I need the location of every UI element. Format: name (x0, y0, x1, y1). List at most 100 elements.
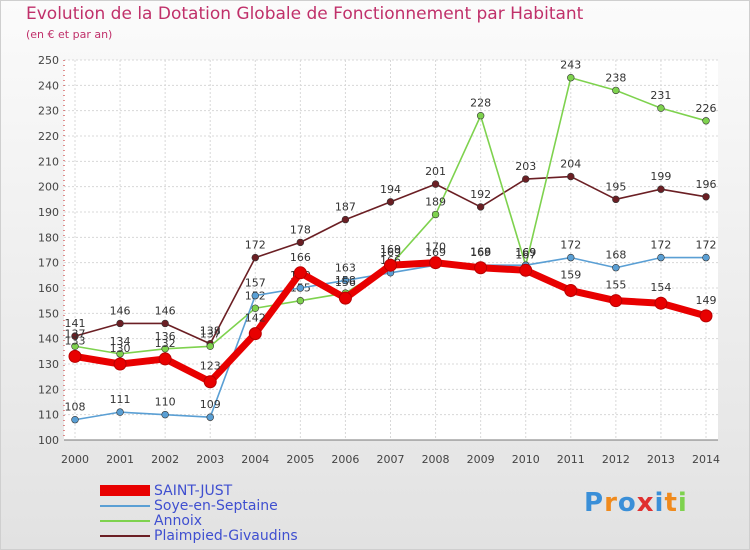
data-point-plaimpied-givaudins (71, 332, 79, 340)
data-point-saint-just (158, 352, 172, 366)
data-point-plaimpied-givaudins (702, 193, 710, 201)
x-tick-label: 2010 (512, 453, 540, 466)
data-point-plaimpied-givaudins (522, 175, 530, 183)
data-point-annoix (116, 350, 124, 358)
y-tick-label: 150 (38, 307, 59, 320)
legend-item-saint-just: SAINT-JUST (100, 483, 298, 499)
data-point-soye-en-septaine (206, 413, 214, 421)
legend-swatch (100, 519, 150, 522)
y-tick-label: 250 (38, 54, 59, 67)
data-label-saint-just: 123 (200, 360, 221, 373)
data-label-saint-just: 155 (605, 279, 626, 292)
data-label-saint-just: 167 (515, 248, 536, 261)
data-point-saint-just (338, 291, 352, 305)
data-point-saint-just (429, 256, 443, 270)
x-tick-label: 2011 (557, 453, 585, 466)
data-point-saint-just (564, 284, 578, 298)
data-point-saint-just (203, 375, 217, 389)
x-tick-label: 2012 (602, 453, 630, 466)
x-tick-label: 2000 (61, 453, 89, 466)
data-point-plaimpied-givaudins (657, 185, 665, 193)
y-tick-label: 140 (38, 333, 59, 346)
data-label-plaimpied-givaudins: 187 (335, 201, 356, 214)
data-label-annoix: 136 (155, 330, 176, 343)
data-label-soye-en-septaine: 108 (65, 401, 86, 414)
data-label-saint-just: 168 (470, 246, 491, 259)
data-point-plaimpied-givaudins (567, 172, 575, 181)
data-point-saint-just (699, 309, 713, 323)
proxiti-logo: Proxiti (584, 488, 688, 518)
data-label-soye-en-septaine: 172 (696, 239, 717, 252)
data-point-soye-en-septaine (251, 291, 259, 300)
data-label-plaimpied-givaudins: 194 (380, 183, 401, 196)
y-tick-label: 220 (38, 130, 59, 143)
y-tick-label: 170 (38, 257, 59, 270)
data-point-soye-en-septaine (116, 408, 124, 416)
data-point-plaimpied-givaudins (251, 253, 259, 262)
data-label-soye-en-septaine: 163 (335, 261, 356, 274)
legend-swatch (100, 534, 150, 537)
legend-swatch (100, 504, 150, 507)
data-label-annoix: 226 (696, 102, 717, 115)
data-label-saint-just: 142 (245, 312, 266, 325)
x-tick-label: 2001 (106, 453, 134, 466)
data-label-soye-en-septaine: 172 (650, 239, 671, 252)
data-point-plaimpied-givaudins (386, 198, 395, 206)
x-tick-label: 2003 (196, 453, 224, 466)
data-point-annoix (206, 342, 214, 350)
data-label-saint-just: 154 (650, 281, 671, 294)
data-label-annoix: 169 (515, 246, 536, 259)
data-point-annoix (476, 112, 485, 120)
data-point-saint-just (654, 296, 668, 310)
data-point-annoix (567, 74, 575, 82)
x-tick-label: 2004 (241, 453, 269, 466)
data-point-annoix (657, 104, 665, 112)
data-point-annoix (161, 345, 169, 353)
legend-item-soye-en-septaine: Soye-en-Septaine (100, 498, 298, 514)
data-label-annoix: 137 (200, 327, 221, 340)
data-label-soye-en-septaine: 169 (425, 246, 446, 259)
data-label-saint-just: 166 (290, 251, 311, 264)
data-label-plaimpied-givaudins: 178 (290, 223, 311, 236)
data-point-plaimpied-givaudins (612, 195, 620, 204)
data-label-plaimpied-givaudins: 196 (696, 178, 717, 191)
chart-legend: SAINT-JUST Soye-en-Septaine Annoix Plaim… (100, 483, 298, 544)
data-label-soye-en-septaine: 169 (515, 246, 536, 259)
data-label-saint-just: 133 (65, 334, 86, 347)
data-point-soye-en-septaine (702, 253, 710, 262)
y-tick-label: 200 (38, 181, 59, 194)
x-tick-label: 2007 (377, 453, 405, 466)
data-point-soye-en-septaine (296, 284, 305, 292)
x-tick-label: 2013 (647, 453, 675, 466)
legend-label: Plaimpied-Givaudins (154, 527, 298, 544)
data-label-annoix: 243 (560, 59, 581, 72)
data-label-soye-en-septaine: 157 (245, 277, 266, 290)
legend-label: Annoix (154, 512, 203, 529)
data-label-soye-en-septaine: 110 (155, 396, 176, 409)
data-label-plaimpied-givaudins: 146 (155, 304, 176, 317)
data-point-plaimpied-givaudins (296, 238, 305, 247)
data-point-plaimpied-givaudins (116, 319, 124, 328)
legend-item-plaimpied-givaudins: Plaimpied-Givaudins (100, 527, 298, 544)
data-point-annoix (251, 304, 259, 312)
data-label-plaimpied-givaudins: 203 (515, 160, 536, 173)
data-point-saint-just (384, 258, 397, 272)
x-tick-label: 2014 (692, 453, 720, 466)
data-label-annoix: 189 (425, 196, 446, 209)
data-point-saint-just (68, 349, 82, 363)
chart-subtitle: (en € et par an) (26, 28, 113, 41)
data-point-plaimpied-givaudins (431, 180, 440, 188)
data-label-soye-en-septaine: 109 (200, 398, 221, 411)
chart-title: Evolution de la Dotation Globale de Fonc… (26, 4, 584, 24)
x-tick-label: 2002 (151, 453, 179, 466)
data-point-saint-just (113, 357, 127, 371)
data-label-annoix: 137 (65, 327, 86, 340)
data-point-saint-just (248, 327, 262, 341)
data-point-plaimpied-givaudins (476, 203, 485, 211)
data-label-plaimpied-givaudins: 138 (200, 325, 221, 338)
x-tick-label: 2006 (331, 453, 359, 466)
data-point-soye-en-septaine (161, 410, 169, 419)
x-tick-label: 2009 (467, 453, 495, 466)
data-point-annoix (612, 86, 620, 95)
data-label-saint-just: 156 (335, 276, 356, 289)
